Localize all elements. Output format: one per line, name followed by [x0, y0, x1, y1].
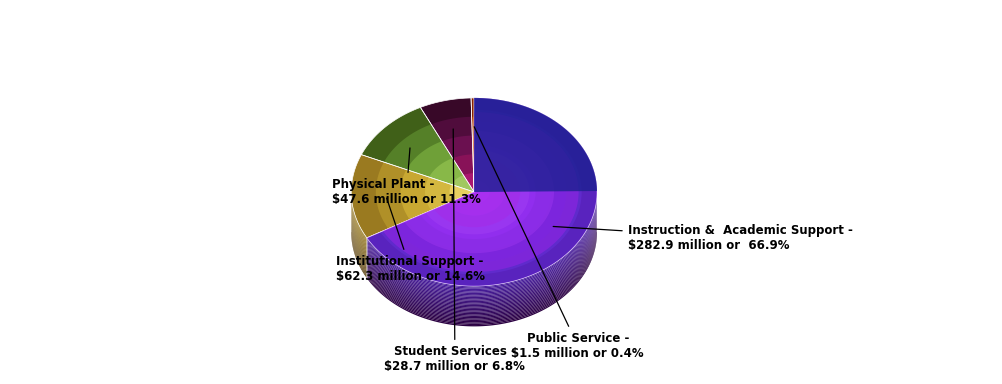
Polygon shape	[407, 133, 551, 251]
Polygon shape	[352, 193, 367, 240]
Polygon shape	[431, 117, 474, 192]
Text: Institutional Support -
$62.3 million or 14.6%: Institutional Support - $62.3 million or…	[336, 198, 485, 283]
Polygon shape	[352, 217, 367, 265]
Polygon shape	[352, 196, 367, 243]
Polygon shape	[352, 227, 367, 274]
Polygon shape	[367, 197, 597, 293]
Polygon shape	[367, 227, 597, 322]
Polygon shape	[383, 112, 578, 272]
Polygon shape	[352, 205, 367, 253]
Polygon shape	[367, 230, 597, 325]
Polygon shape	[367, 215, 597, 310]
Polygon shape	[367, 193, 597, 289]
Polygon shape	[352, 194, 367, 242]
Polygon shape	[367, 222, 597, 317]
Text: Public Service -
$1.5 million or 0.4%: Public Service - $1.5 million or 0.4%	[474, 127, 644, 359]
Polygon shape	[352, 220, 367, 267]
Polygon shape	[463, 173, 474, 192]
Polygon shape	[376, 162, 474, 229]
Text: Student Services -
$28.7 million or 6.8%: Student Services - $28.7 million or 6.8%	[385, 129, 525, 373]
Polygon shape	[352, 208, 367, 255]
Polygon shape	[367, 195, 597, 290]
Polygon shape	[352, 210, 367, 258]
Polygon shape	[367, 211, 597, 306]
Polygon shape	[425, 177, 474, 210]
Polygon shape	[367, 205, 597, 301]
Polygon shape	[352, 209, 367, 257]
Polygon shape	[367, 203, 597, 298]
Polygon shape	[367, 98, 597, 286]
Polygon shape	[471, 98, 474, 192]
Polygon shape	[367, 217, 597, 313]
Polygon shape	[367, 98, 597, 286]
Polygon shape	[434, 157, 520, 227]
Polygon shape	[367, 201, 597, 297]
Polygon shape	[474, 98, 597, 192]
Polygon shape	[352, 204, 367, 251]
Polygon shape	[367, 224, 597, 319]
Polygon shape	[352, 212, 367, 259]
Polygon shape	[352, 197, 367, 245]
Polygon shape	[352, 228, 367, 275]
Polygon shape	[352, 216, 367, 263]
Polygon shape	[421, 145, 535, 239]
Polygon shape	[453, 154, 474, 192]
Polygon shape	[367, 200, 597, 295]
Polygon shape	[401, 170, 474, 220]
Polygon shape	[352, 201, 367, 248]
Polygon shape	[367, 207, 597, 302]
Polygon shape	[352, 202, 367, 250]
Polygon shape	[407, 141, 474, 192]
Polygon shape	[352, 218, 367, 266]
Polygon shape	[367, 216, 597, 311]
Polygon shape	[367, 223, 597, 318]
Polygon shape	[473, 154, 474, 192]
Polygon shape	[367, 220, 597, 316]
Polygon shape	[429, 158, 474, 192]
Polygon shape	[352, 207, 367, 254]
Polygon shape	[380, 110, 581, 274]
Polygon shape	[394, 121, 566, 263]
Text: Instruction &  Academic Support -
$282.9 million or  66.9%: Instruction & Academic Support - $282.9 …	[553, 224, 853, 252]
Polygon shape	[367, 219, 597, 314]
Polygon shape	[352, 224, 367, 271]
Polygon shape	[352, 229, 367, 277]
Polygon shape	[352, 223, 367, 270]
Polygon shape	[472, 117, 474, 192]
Polygon shape	[367, 231, 597, 326]
Polygon shape	[352, 221, 367, 269]
Polygon shape	[472, 136, 474, 192]
Polygon shape	[367, 208, 597, 303]
Polygon shape	[367, 228, 597, 324]
Polygon shape	[452, 175, 474, 192]
Polygon shape	[442, 136, 474, 192]
Polygon shape	[352, 199, 367, 246]
Polygon shape	[384, 124, 474, 192]
Polygon shape	[352, 213, 367, 261]
Text: Physical Plant -
$47.6 million or 11.3%: Physical Plant - $47.6 million or 11.3%	[332, 148, 481, 206]
Polygon shape	[426, 150, 529, 234]
Polygon shape	[367, 192, 597, 287]
Polygon shape	[367, 214, 597, 309]
Polygon shape	[450, 185, 474, 201]
Polygon shape	[352, 192, 367, 239]
Polygon shape	[352, 155, 474, 238]
Polygon shape	[461, 180, 490, 204]
Polygon shape	[367, 212, 597, 308]
Polygon shape	[367, 199, 597, 294]
Polygon shape	[367, 204, 597, 300]
Polygon shape	[352, 215, 367, 262]
Polygon shape	[367, 196, 597, 291]
Polygon shape	[352, 200, 367, 247]
Polygon shape	[367, 209, 597, 305]
Polygon shape	[367, 225, 597, 321]
Polygon shape	[352, 225, 367, 273]
Polygon shape	[447, 169, 505, 215]
Polygon shape	[362, 108, 474, 192]
Polygon shape	[421, 98, 474, 192]
Polygon shape	[352, 231, 367, 278]
Polygon shape	[405, 131, 554, 253]
